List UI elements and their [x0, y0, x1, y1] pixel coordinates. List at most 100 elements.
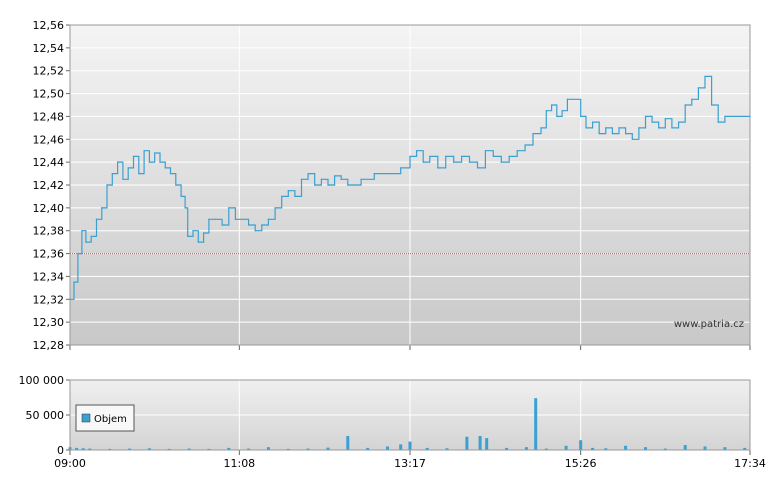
- volume-bar: [399, 444, 403, 450]
- price-point: [625, 132, 627, 135]
- price-point: [327, 184, 329, 186]
- price-y-tick-label: 12,56: [33, 19, 65, 32]
- price-point: [508, 155, 510, 158]
- price-y-tick-label: 12,30: [33, 316, 65, 329]
- volume-bar: [408, 441, 412, 450]
- volume-bar: [81, 448, 85, 451]
- price-point: [724, 115, 726, 118]
- price-point: [658, 127, 660, 129]
- volume-x-tick-label: 13:17: [394, 457, 426, 470]
- price-point: [484, 150, 487, 152]
- price-point: [550, 104, 553, 106]
- volume-x-tick-label: 11:08: [223, 457, 255, 470]
- price-point: [347, 184, 349, 186]
- price-y-tick-label: 12,28: [33, 339, 65, 352]
- price-point: [184, 207, 186, 209]
- price-point: [585, 127, 587, 129]
- volume-bar: [425, 447, 429, 450]
- price-plot-border: [69, 24, 751, 346]
- volume-bar: [286, 448, 290, 450]
- price-point: [386, 172, 389, 175]
- price-point: [73, 281, 75, 283]
- price-point: [437, 167, 439, 169]
- price-point: [267, 218, 270, 220]
- price-point: [203, 232, 205, 234]
- price-point: [300, 178, 303, 180]
- price-point: [532, 132, 534, 135]
- price-point: [122, 178, 124, 180]
- volume-bar: [247, 448, 251, 450]
- price-point: [422, 161, 424, 163]
- price-point: [453, 161, 455, 163]
- volume-x-tick-label: 17:34: [734, 457, 766, 470]
- price-point: [545, 110, 547, 112]
- volume-bar: [505, 447, 509, 450]
- volume-bar: [386, 446, 389, 450]
- price-point: [294, 195, 296, 198]
- price-point: [360, 178, 362, 180]
- price-point: [373, 172, 375, 175]
- volume-bar: [207, 448, 211, 450]
- price-point: [561, 110, 563, 112]
- price-point: [287, 190, 289, 192]
- price-point: [605, 127, 607, 129]
- volume-bar: [683, 445, 687, 450]
- price-point: [638, 127, 640, 129]
- volume-bar: [187, 448, 191, 450]
- price-point: [81, 230, 83, 232]
- volume-bar: [128, 448, 131, 450]
- price-point: [671, 127, 673, 129]
- volume-bar: [644, 447, 647, 450]
- volume-bars: [68, 398, 747, 451]
- volume-plot-border: [69, 379, 751, 451]
- price-point: [749, 115, 751, 118]
- price-point: [598, 132, 600, 135]
- price-point: [261, 224, 263, 226]
- price-point: [416, 150, 418, 152]
- price-point: [307, 172, 309, 175]
- price-point: [409, 155, 411, 158]
- volume-x-tick-label: 09:00: [54, 457, 86, 470]
- price-point: [117, 161, 119, 163]
- volume-bar: [485, 438, 489, 450]
- volume-legend: Objem: [75, 404, 135, 432]
- watermark-text: www.patria.cz: [674, 319, 744, 330]
- price-point: [476, 167, 479, 169]
- volume-bar: [478, 436, 482, 450]
- price-point: [717, 121, 719, 123]
- price-y-tick-label: 12,40: [33, 202, 65, 215]
- price-point: [132, 155, 135, 158]
- price-point: [274, 207, 276, 209]
- legend-swatch: [81, 413, 91, 423]
- price-point: [241, 218, 243, 220]
- price-point: [111, 172, 113, 175]
- price-point: [175, 184, 177, 186]
- price-point: [737, 115, 739, 118]
- volume-bar: [227, 447, 231, 450]
- price-point: [572, 98, 574, 100]
- price-point: [500, 161, 502, 163]
- price-point: [234, 218, 236, 220]
- price-point: [314, 184, 316, 186]
- volume-bar: [147, 448, 151, 451]
- price-point: [460, 155, 463, 158]
- price-point: [711, 104, 713, 106]
- price-point: [566, 98, 569, 100]
- price-point: [169, 172, 172, 175]
- volume-y-tick-label: 50 000: [26, 409, 65, 422]
- price-point: [677, 121, 680, 123]
- price-point: [524, 144, 526, 146]
- price-point: [591, 121, 594, 123]
- volume-bar: [88, 448, 92, 450]
- volume-y-axis: 0 50 000 100 000: [19, 374, 70, 457]
- volume-bar: [524, 447, 528, 450]
- price-point: [468, 161, 471, 163]
- price-point: [221, 224, 223, 226]
- price-point: [208, 218, 210, 220]
- price-point: [704, 75, 706, 78]
- volume-bar: [306, 448, 310, 450]
- volume-bar: [544, 448, 548, 450]
- legend-label-objem: Objem: [94, 414, 127, 425]
- volume-bar: [534, 398, 538, 450]
